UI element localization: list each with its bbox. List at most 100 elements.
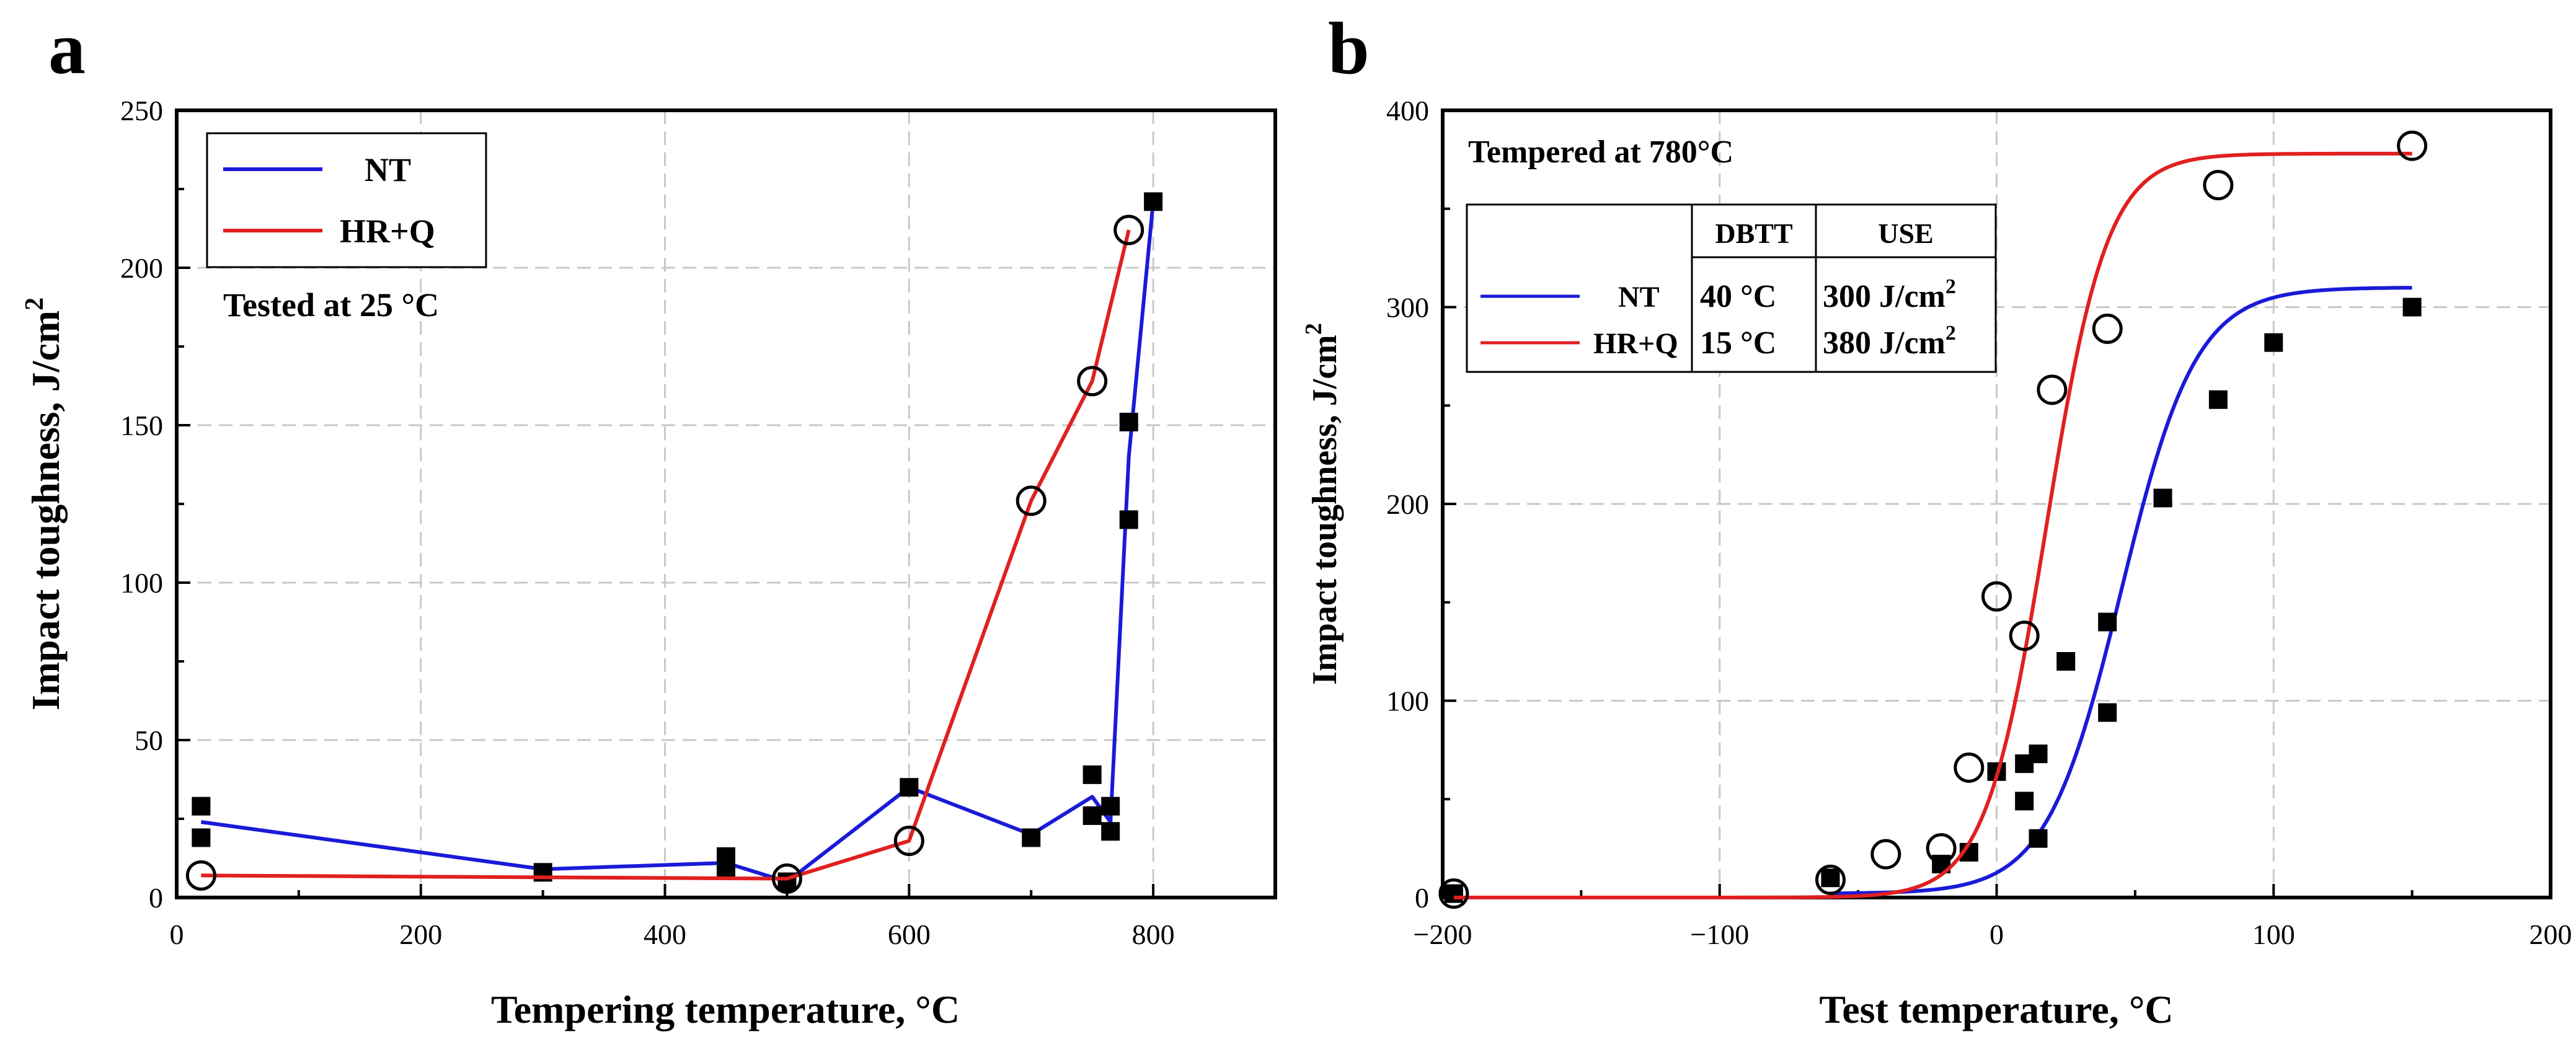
x-tick-label: 0 xyxy=(1990,919,2004,950)
panel-a-y-tick-labels: 0 50 100 150 200 250 xyxy=(120,95,163,914)
data-point-nt xyxy=(192,828,211,847)
x-tick-label: 200 xyxy=(2530,919,2572,950)
y-tick-label: 300 xyxy=(1386,292,1429,324)
legend-hrq-label: HR+Q xyxy=(340,213,435,250)
panel-b-y-axis-label: Impact toughness, J/cm2 xyxy=(1301,323,1344,685)
table-hrq-dbtt: 15 °C xyxy=(1700,325,1776,361)
table-header-dbtt: DBTT xyxy=(1715,218,1792,249)
data-point-nt xyxy=(2029,744,2048,764)
x-tick-label: 0 xyxy=(170,919,184,950)
y-tick-label: 0 xyxy=(1415,882,1429,914)
data-point-hr-q xyxy=(893,826,924,857)
table-header-use: USE xyxy=(1878,218,1933,249)
data-point-nt xyxy=(2153,488,2172,508)
data-point-nt xyxy=(1101,822,1120,841)
x-tick-label: 600 xyxy=(888,919,931,950)
x-tick-label: 100 xyxy=(2252,919,2295,950)
data-point-nt xyxy=(1119,412,1138,431)
y-tick-label: 200 xyxy=(1386,488,1429,520)
y-tick-label: 100 xyxy=(1386,686,1429,717)
panel-b-y-tick-labels: 0 100 200 300 400 xyxy=(1386,95,1429,914)
data-point-nt xyxy=(1444,884,1463,903)
data-point-nt xyxy=(192,796,211,816)
table-nt-use: 300 J/cm2 xyxy=(1823,275,1956,314)
data-point-hr-q xyxy=(1077,366,1108,397)
y-tick-label: 200 xyxy=(120,252,163,284)
data-point-nt xyxy=(2056,652,2076,671)
data-point-nt xyxy=(1144,192,1163,211)
data-point-nt xyxy=(1119,510,1138,529)
data-point-hr-q xyxy=(1954,752,1985,783)
table-nt-dbtt: 40 °C xyxy=(1700,279,1776,314)
data-point-nt xyxy=(2015,792,2034,811)
panel-a-x-axis-label: Tempering temperature, °C xyxy=(491,987,960,1031)
series-nt xyxy=(1444,286,2422,903)
data-point-nt xyxy=(2402,298,2422,317)
panel-a-y-axis-label: Impact toughness, J/cm2 xyxy=(20,298,68,710)
x-tick-label: 200 xyxy=(399,919,442,950)
data-point-hr-q xyxy=(2037,374,2068,405)
panel-b-table: DBTT USE NT 40 °C 300 J/cm2 HR+Q 15 °C 3… xyxy=(1466,203,1997,373)
data-point-hr-q xyxy=(1438,878,1469,909)
x-tick-label: −200 xyxy=(1414,919,1472,950)
y-tick-label: 0 xyxy=(149,882,163,914)
panel-a-x-tick-labels: 0 200 400 600 800 xyxy=(170,919,1175,950)
data-point-nt xyxy=(1082,806,1102,825)
y-tick-label: 250 xyxy=(120,95,163,126)
table-hrq-name: HR+Q xyxy=(1593,327,1678,360)
data-point-nt xyxy=(1022,828,1041,847)
series-nt-line xyxy=(1830,286,2412,896)
panel-b-x-axis-label: Test temperature, °C xyxy=(1819,987,2173,1031)
x-tick-label: 400 xyxy=(644,919,686,950)
series-hr-q-line xyxy=(201,229,1131,881)
data-point-hr-q xyxy=(2092,313,2123,344)
data-point-nt xyxy=(2264,333,2283,352)
y-tick-label: 50 xyxy=(135,725,163,756)
panel-b-label: b xyxy=(1328,7,1370,89)
panel-b: b −200 −100 0 100 200 0 100 200 300 400 Tempered… xyxy=(1301,7,2572,1031)
y-tick-label: 400 xyxy=(1386,95,1429,126)
data-point-nt xyxy=(1821,868,1840,888)
data-point-hr-q xyxy=(1016,485,1047,516)
panel-a-label: a xyxy=(48,7,86,89)
data-point-hr-q xyxy=(2009,620,2040,651)
data-point-nt xyxy=(2029,829,2048,848)
data-point-nt xyxy=(1082,765,1102,784)
data-point-hr-q xyxy=(2203,170,2234,201)
data-point-nt xyxy=(2098,612,2117,632)
data-point-hr-q xyxy=(771,863,802,894)
series-hr-q xyxy=(185,214,1144,894)
series-nt-line xyxy=(200,201,1156,884)
x-tick-label: −100 xyxy=(1690,919,1749,950)
series-hr-q xyxy=(1438,130,2428,909)
data-point-hr-q xyxy=(1981,581,2012,612)
table-hrq-use: 380 J/cm2 xyxy=(1823,322,1956,361)
panel-a-annotation: Tested at 25 °C xyxy=(223,286,439,324)
x-tick-label: 800 xyxy=(1132,919,1175,950)
panel-a-grid xyxy=(177,110,1275,898)
data-point-nt xyxy=(2098,703,2117,722)
series-hr-q-line xyxy=(1453,151,2412,899)
y-tick-label: 100 xyxy=(120,567,163,599)
y-tick-label: 150 xyxy=(120,410,163,441)
table-nt-name: NT xyxy=(1618,281,1660,314)
panel-a-series xyxy=(185,192,1163,894)
legend-nt-label: NT xyxy=(365,151,411,188)
panel-b-annotation: Tempered at 780°C xyxy=(1468,135,1733,170)
data-point-nt xyxy=(900,778,919,797)
data-point-hr-q xyxy=(1113,214,1144,245)
panel-b-x-tick-labels: −200 −100 0 100 200 xyxy=(1414,919,2572,950)
data-point-hr-q xyxy=(185,860,216,891)
data-point-hr-q xyxy=(2397,130,2428,161)
panel-b-series xyxy=(1438,130,2428,909)
panel-a-legend xyxy=(206,132,487,268)
data-point-hr-q xyxy=(1926,833,1957,864)
data-point-nt xyxy=(2208,390,2228,409)
series-nt xyxy=(192,192,1163,891)
data-point-nt xyxy=(1101,796,1120,816)
data-point-nt xyxy=(717,860,735,879)
data-point-hr-q xyxy=(1870,839,1901,870)
data-point-hr-q xyxy=(1815,864,1846,895)
